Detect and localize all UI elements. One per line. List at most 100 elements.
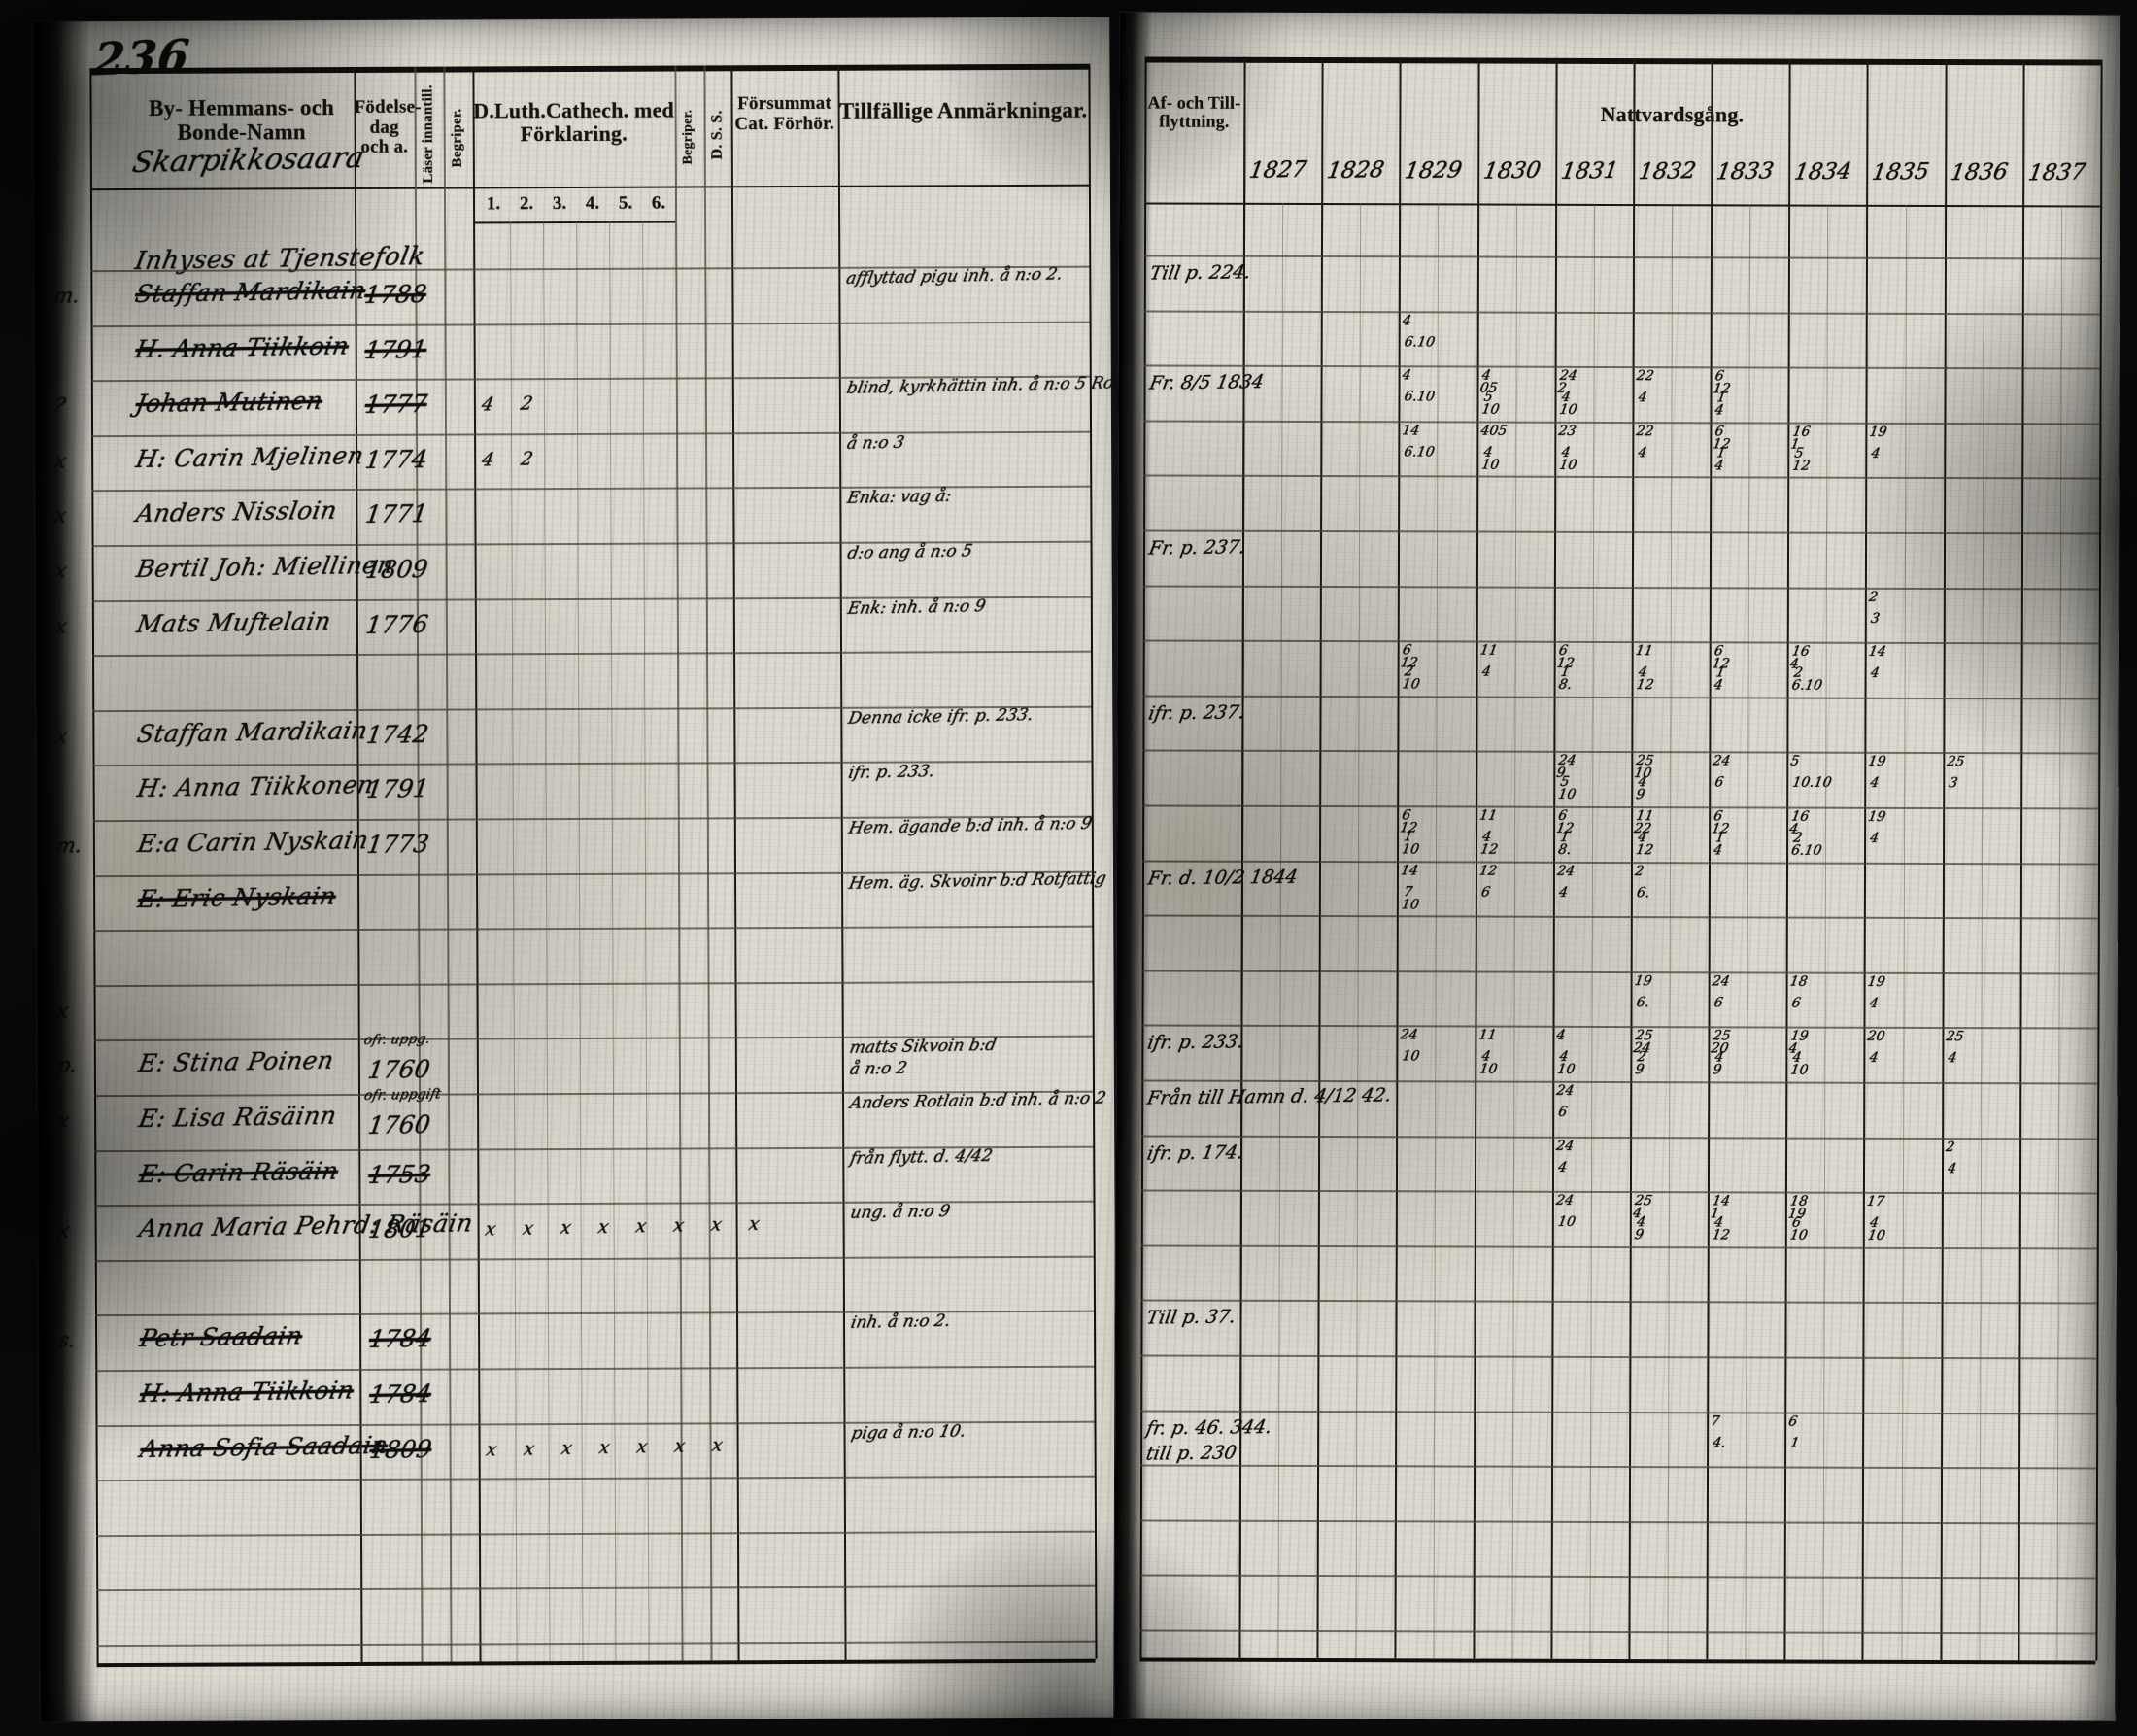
row-rule-17 <box>1140 1189 2097 1195</box>
row-rule-18 <box>94 1255 1094 1263</box>
year-label-1836: 1836 <box>1948 158 2010 187</box>
year-label-1827: 1827 <box>1247 156 1308 184</box>
communion-mark: 4 <box>1401 367 1413 384</box>
row-rule-4 <box>1143 474 2100 480</box>
row-birth-year: 1788 <box>362 279 429 309</box>
communion-mark: 12 <box>1477 863 1498 879</box>
row-rule-10 <box>1142 804 2099 810</box>
year-label-1837: 1837 <box>2025 159 2087 187</box>
communion-header-rule <box>1144 202 2101 208</box>
row-margin-mark: x <box>52 503 69 528</box>
communion-mark: 19 <box>1633 972 1653 989</box>
communion-mark: 4 10 <box>1479 444 1500 473</box>
row-margin-mark: p. <box>54 1053 80 1077</box>
communion-mark: 5 10 <box>1479 389 1501 419</box>
communion-mark: 6 <box>1556 1104 1569 1120</box>
row-margin-mark: x <box>55 1108 72 1133</box>
col-divider-4 <box>674 65 684 1661</box>
row-birth-year: 1784 <box>367 1324 433 1354</box>
col-divider-5 <box>703 65 713 1661</box>
communion-mark: 4 <box>1869 830 1881 846</box>
row-birth-year: 1791 <box>362 334 429 364</box>
row-margin-mark: x <box>54 999 71 1023</box>
row-rule-13 <box>93 980 1093 988</box>
row-remark: ifr. p. 233. <box>846 762 936 784</box>
communion-mark: 1 10 <box>1401 829 1421 858</box>
year-label-1831: 1831 <box>1558 157 1620 185</box>
col-divider-0 <box>354 66 363 1662</box>
communion-mark: 6 <box>1713 995 1724 1011</box>
row-rule-7 <box>92 650 1092 658</box>
row-rule-19 <box>1140 1299 2097 1305</box>
col-divider-6 <box>730 65 740 1661</box>
row-name: Johan Mutinen <box>133 386 325 419</box>
row-name: E:a Carin Nyskain <box>135 825 371 859</box>
communion-mark: 6 <box>1479 884 1491 901</box>
header-communion: Nattvardsgång. <box>1600 101 1745 127</box>
communion-mark: 19 <box>1868 424 1889 440</box>
row-catechism-marks: 4 2 <box>480 447 546 471</box>
communion-mark: 3 <box>1947 775 1959 792</box>
row-remark: Enka: vag å: <box>845 486 954 509</box>
communion-mark: 25 <box>1945 754 1966 770</box>
row-margin-mark: x <box>52 613 69 637</box>
year-label-1833: 1833 <box>1714 158 1776 186</box>
row-year-note: ofr. uppgift <box>362 1086 443 1104</box>
communion-mark: 4 <box>1556 1159 1569 1175</box>
communion-mark: 4 10 <box>1557 390 1578 419</box>
year-label-1830: 1830 <box>1480 157 1543 185</box>
col-divider-3 <box>472 66 482 1662</box>
row-name: Anna Sofia Saadain <box>138 1430 390 1463</box>
row-birth-year: 1777 <box>362 390 429 420</box>
header-catechism: D.Luth.Cathech. med Förklaring. <box>473 97 674 146</box>
year-divider-1830 <box>1473 57 1480 1659</box>
row-rule-18 <box>1140 1244 2097 1250</box>
moving-entry: Fr. p. 237. <box>1147 536 1247 560</box>
row-remark: å n:o 2 <box>847 1058 909 1080</box>
communion-mark: 19 <box>1867 808 1887 825</box>
communion-mark: 4 <box>1946 1160 1957 1176</box>
year-label-1829: 1829 <box>1403 157 1465 185</box>
village-heading: Skarpikkosaara <box>129 140 367 181</box>
communion-mark: 2 <box>1868 589 1880 605</box>
row-rule-11 <box>1142 860 2099 866</box>
communion-mark: 4. <box>1712 1434 1727 1450</box>
moving-entry: Från till Hamn d. 4/12 42. <box>1145 1084 1394 1109</box>
row-rule-2 <box>1143 364 2100 370</box>
communion-mark: 2 10 <box>1401 664 1422 693</box>
communion-mark: 4 10 <box>1557 444 1578 473</box>
row-birth-year: 1773 <box>364 829 431 859</box>
communion-mark: 19 <box>1867 754 1888 770</box>
row-rule-3 <box>91 430 1091 438</box>
row-rule-8 <box>1142 695 2099 700</box>
row-birth-year: 1801 <box>366 1214 433 1244</box>
row-rule-20 <box>1140 1354 2097 1360</box>
communion-mark: 5 10 <box>1556 774 1577 803</box>
catechism-number-6: 6. <box>651 192 666 214</box>
communion-mark: 6 <box>1790 995 1803 1011</box>
moving-entry: Till p. 37. <box>1144 1306 1238 1329</box>
row-rule-7 <box>1142 639 2099 645</box>
row-birth-year: 1753 <box>366 1159 433 1189</box>
table-bottom-border <box>96 1658 1096 1668</box>
moving-entry: ifr. p. 237. <box>1146 701 1247 725</box>
table-right-border <box>2095 59 2103 1661</box>
row-rule-0 <box>1143 255 2100 260</box>
communion-mark: 2 6.10 <box>1790 664 1824 695</box>
table-bottom-border <box>1139 1657 2096 1665</box>
communion-mark: 24 <box>1554 1138 1576 1154</box>
communion-mark: 4 <box>1868 1050 1881 1067</box>
communion-mark: 4 <box>1870 445 1883 461</box>
communion-mark: 6.10 <box>1403 333 1437 350</box>
communion-mark: 4 10 <box>1477 1048 1499 1078</box>
register-page-right: Nattvardsgång. Af- och Till-flyttning. 182… <box>1114 12 2120 1721</box>
communion-mark: 4 <box>1637 390 1648 406</box>
year-label-1835: 1835 <box>1870 158 1932 186</box>
row-name: Staffan Mardikain <box>134 715 370 748</box>
moving-entry: fr. p. 46. 344. <box>1144 1415 1274 1440</box>
communion-mark: 22 <box>1635 423 1655 439</box>
communion-mark: 1 <box>1789 1435 1801 1451</box>
catechism-number-3: 3. <box>552 193 567 215</box>
communion-mark: 4 10 <box>1789 1049 1810 1079</box>
